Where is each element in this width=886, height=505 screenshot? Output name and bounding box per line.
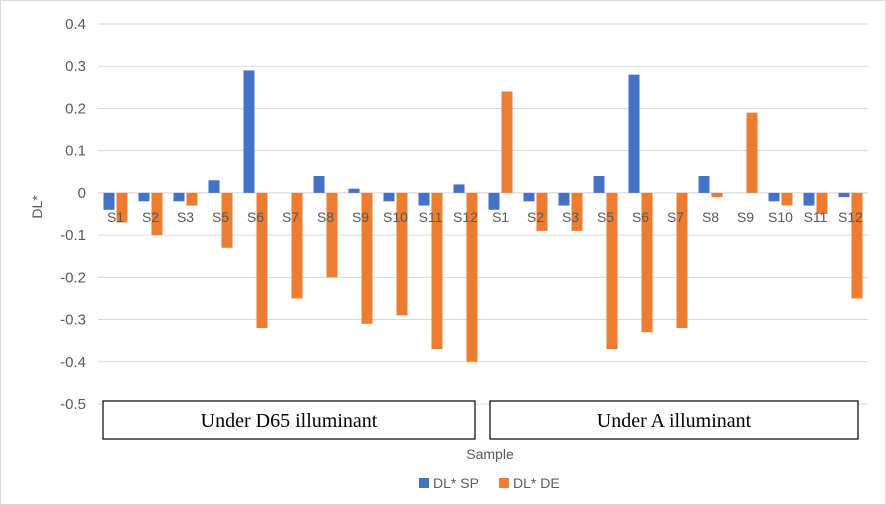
bar-de [571, 192, 583, 231]
category-label: S2 [527, 209, 544, 225]
y-tick-label: 0 [78, 185, 86, 202]
y-tick-label: 0.4 [65, 16, 86, 33]
category-label: S6 [632, 209, 649, 225]
bar-sp [523, 192, 535, 202]
bar-sp [453, 184, 465, 193]
category-label: S7 [667, 209, 684, 225]
bar-de [781, 192, 793, 206]
category-label: S8 [702, 209, 719, 225]
bar-de [851, 192, 863, 299]
bar-de [501, 91, 513, 193]
category-label: S1 [492, 209, 509, 225]
bar-de [816, 192, 828, 214]
bar-de [746, 112, 758, 193]
x-axis-title: Sample [466, 446, 514, 462]
group-label: Under A illuminant [597, 410, 752, 432]
category-label: S7 [282, 209, 299, 225]
bar-sp [383, 192, 395, 202]
category-label: S3 [562, 209, 579, 225]
bar-sp [173, 192, 185, 202]
bar-sp [418, 192, 430, 206]
bar-sp [243, 70, 255, 193]
bar-de [676, 192, 688, 328]
y-tick-labels: 0.4 0.3 0.2 0.1 0 -0.1 -0.2 -0.3 -0.4 -0.5 [60, 16, 86, 413]
legend-label: DL* DE [513, 475, 560, 491]
bar-de [221, 192, 233, 248]
category-label: S5 [212, 209, 229, 225]
category-label: S11 [804, 209, 828, 225]
category-label: S12 [453, 209, 478, 225]
group-box [102, 400, 476, 440]
bar-sp [558, 192, 570, 206]
bar-de [711, 192, 723, 198]
category-label: S8 [317, 209, 334, 225]
bar-de [396, 192, 408, 316]
category-label: S9 [352, 209, 369, 225]
y-tick-label: -0.3 [60, 312, 86, 329]
bar-sp [838, 192, 850, 198]
category-label: S6 [247, 209, 264, 225]
bar-de [116, 192, 128, 223]
y-tick-label: -0.5 [60, 396, 86, 413]
bar-sp [698, 176, 710, 193]
legend: DL* SP DL* DE [419, 475, 560, 491]
bar-de [291, 192, 303, 299]
group-boxes: Under D65 illuminant Under A illuminant [102, 400, 859, 440]
y-tick-label: -0.4 [60, 354, 86, 371]
bar-sp [488, 192, 500, 210]
bars [103, 70, 863, 362]
bar-sp [313, 176, 325, 193]
bar-de [361, 192, 373, 324]
bar-de [431, 192, 443, 350]
category-label: S5 [597, 209, 614, 225]
category-label: S9 [737, 209, 754, 225]
bar-sp [803, 192, 815, 206]
category-label: S12 [838, 209, 863, 225]
bar-sp [138, 192, 150, 202]
bar-sp [103, 192, 115, 210]
y-tick-label: -0.1 [60, 227, 86, 244]
category-label: S2 [142, 209, 159, 225]
bar-sp [593, 176, 605, 193]
bar-sp [628, 74, 640, 193]
y-tick-label: 0.1 [65, 143, 86, 160]
legend-label: DL* SP [433, 475, 479, 491]
category-label: S1 [107, 209, 124, 225]
category-label: S11 [419, 209, 443, 225]
y-tick-label: -0.2 [60, 269, 86, 286]
category-label: S10 [768, 209, 793, 225]
bar-de [606, 192, 618, 350]
group-box [489, 400, 859, 440]
bar-de [641, 192, 653, 333]
category-label: S3 [177, 209, 194, 225]
bar-sp [768, 192, 780, 202]
y-tick-label: 0.3 [65, 58, 86, 75]
bar-de [186, 192, 198, 206]
legend-swatch [499, 478, 509, 488]
group-label: Under D65 illuminant [201, 410, 378, 432]
bar-de [326, 192, 338, 278]
bar-de [151, 192, 163, 236]
legend-swatch [419, 478, 429, 488]
bar-de [536, 192, 548, 231]
bar-sp [348, 188, 360, 193]
bar-de [256, 192, 268, 328]
y-axis-title: DL* [29, 195, 45, 219]
category-labels: S1 S2 S3 S5 S6 S7 S8 S9 S10 S11 S12 S1 S2 S3 S5 S6 S7 S8 S… [107, 209, 863, 225]
bar-sp [208, 180, 220, 193]
category-label: S10 [383, 209, 408, 225]
bar-de [466, 192, 478, 362]
y-tick-label: 0.2 [65, 100, 86, 117]
